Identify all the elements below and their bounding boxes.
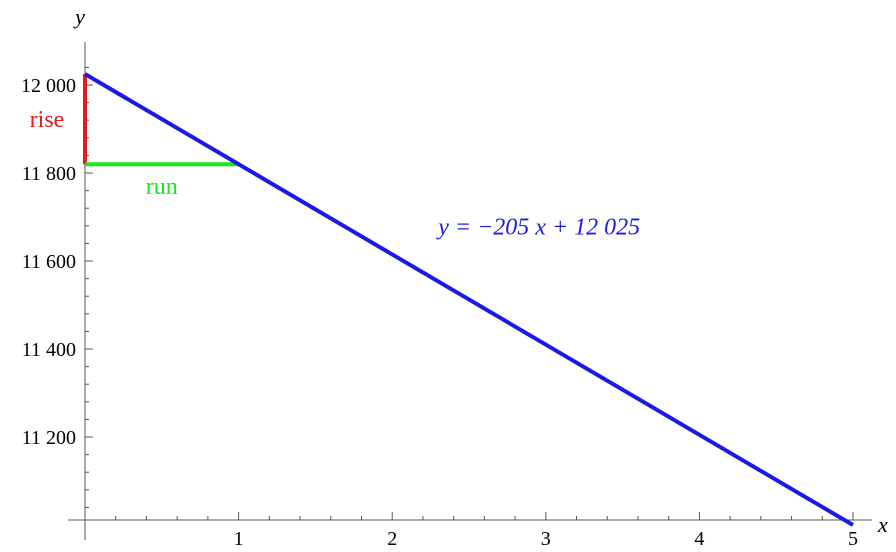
y-tick-label: 11 400	[22, 339, 76, 361]
rise-label: rise	[30, 107, 65, 133]
y-tick-label: 11 600	[22, 251, 76, 273]
series-line	[83, 72, 855, 527]
x-tick-label: 4	[694, 528, 704, 550]
x-tick-label: 5	[848, 528, 858, 550]
x-tick-label: 2	[387, 528, 397, 550]
y-axis-label: y	[73, 4, 85, 29]
x-tick-label: 3	[541, 528, 551, 550]
chart-marks	[83, 72, 855, 527]
x-tick-label: 1	[234, 528, 244, 550]
y-tick-label: 11 800	[22, 163, 76, 185]
chart-labels: 1 2 3 4 5 11 200 11 400 11 600 11 800 12 000 y x ris…	[21, 4, 888, 550]
equation-label: y = −205 x + 12 025	[436, 215, 640, 241]
run-label: run	[146, 174, 178, 200]
y-tick-label: 12 000	[21, 75, 76, 97]
x-axis-label: x	[877, 512, 888, 537]
y-tick-label: 11 200	[22, 427, 76, 449]
